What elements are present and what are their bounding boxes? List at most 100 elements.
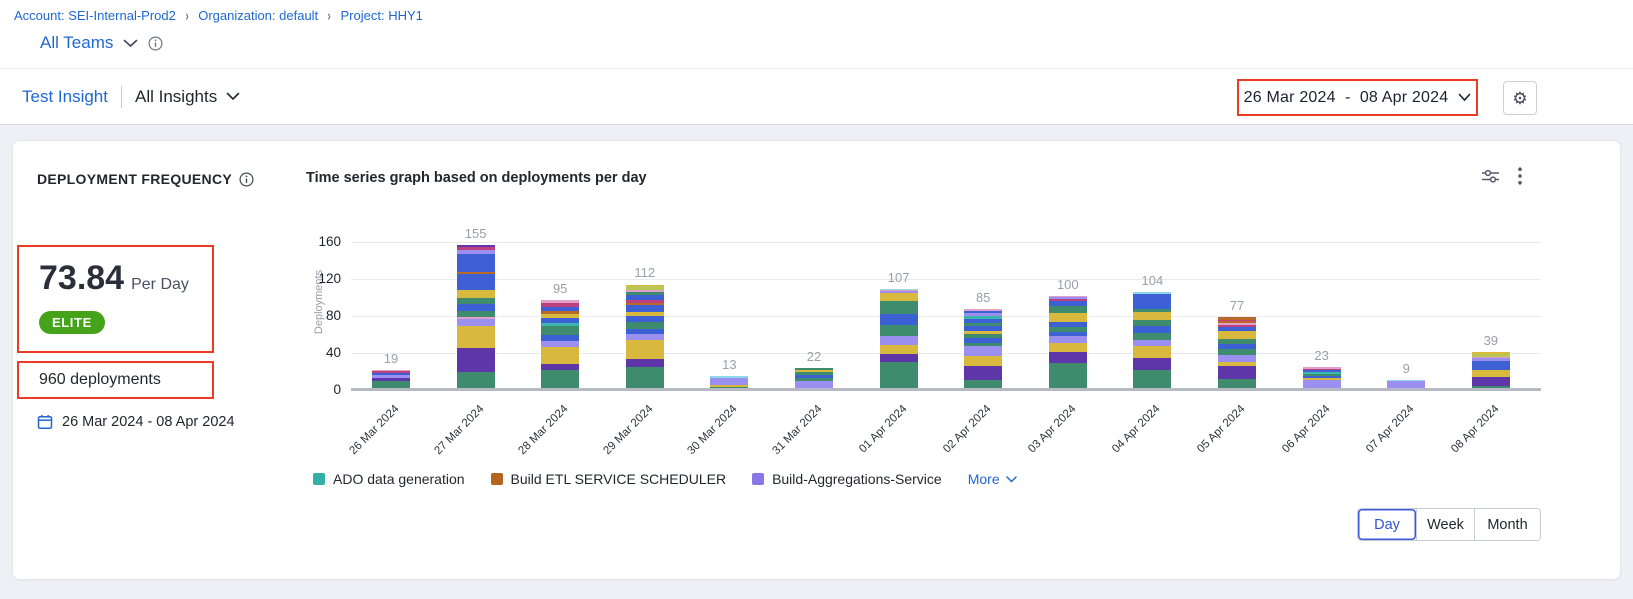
bar-08-apr-2024[interactable] xyxy=(1471,351,1510,388)
bar-segment xyxy=(795,369,833,373)
bar-segment xyxy=(964,350,1003,356)
bar-segment xyxy=(1302,377,1341,380)
bar-value-label: 9 xyxy=(1402,360,1410,376)
legend-item[interactable]: Build ETL SERVICE SCHEDULER xyxy=(490,471,727,487)
bar-segment xyxy=(541,335,580,341)
bar-segment xyxy=(964,355,1003,366)
bar-04-apr-2024[interactable] xyxy=(1133,291,1172,388)
bar-segment xyxy=(1218,323,1256,326)
bar-segment xyxy=(1471,361,1510,365)
granularity-week-button[interactable]: Week xyxy=(1416,509,1474,540)
bar-segment xyxy=(456,316,495,319)
bar-segment xyxy=(1133,339,1172,347)
bar-value-label: 23 xyxy=(1314,347,1329,363)
bar-value-label: 95 xyxy=(552,281,568,297)
bar-30-mar-2024[interactable] xyxy=(710,376,749,388)
breadcrumb-project-link[interactable]: Project: HHY1 xyxy=(340,8,423,23)
bar-28-mar-2024[interactable] xyxy=(541,300,580,388)
bar-05-apr-2024[interactable] xyxy=(1218,316,1256,388)
bar-segment xyxy=(541,369,580,388)
bar-segment xyxy=(541,306,580,312)
filter-sliders-icon[interactable] xyxy=(1481,168,1500,184)
chevron-down-icon[interactable] xyxy=(123,39,138,48)
y-tick-label: 120 xyxy=(318,271,341,286)
bar-value-label: 155 xyxy=(464,225,487,241)
bar-segment xyxy=(1218,378,1256,388)
bar-segment xyxy=(710,387,749,388)
bar-segment xyxy=(456,303,495,312)
info-icon[interactable] xyxy=(239,171,254,187)
x-tick-label: 07 Apr 2024 xyxy=(1364,403,1417,456)
breadcrumb-separator-icon: › xyxy=(185,7,189,24)
bar-value-label: 104 xyxy=(1141,272,1164,288)
bar-segment xyxy=(879,314,918,326)
bar-01-apr-2024[interactable] xyxy=(879,289,918,388)
insights-dropdown[interactable]: All Insights xyxy=(135,87,240,107)
x-tick-label: 30 Mar 2024 xyxy=(685,403,740,458)
bar-segment xyxy=(1302,372,1341,375)
bar-segment xyxy=(1471,364,1510,370)
bar-segment xyxy=(372,377,410,381)
bar-27-mar-2024[interactable] xyxy=(456,244,495,388)
bar-segment xyxy=(795,377,833,381)
bar-segment xyxy=(1387,380,1426,388)
bar-segment xyxy=(1133,312,1172,320)
bar-segment xyxy=(879,301,918,315)
bar-segment xyxy=(456,250,495,254)
legend-label: Build ETL SERVICE SCHEDULER xyxy=(510,471,727,487)
legend-swatch xyxy=(490,473,503,485)
kebab-menu-icon[interactable] xyxy=(1518,167,1522,185)
team-selector[interactable]: All Teams xyxy=(40,33,114,52)
legend-more-link[interactable]: More xyxy=(968,471,1017,487)
bar-segment xyxy=(541,326,580,336)
gridline xyxy=(351,242,1541,243)
bar-segment xyxy=(456,290,495,299)
bar-segment xyxy=(372,371,410,374)
widget-date-range-text: 26 Mar 2024 - 08 Apr 2024 xyxy=(62,414,235,430)
bar-03-apr-2024[interactable] xyxy=(1048,295,1087,388)
bar-31-mar-2024[interactable] xyxy=(795,367,833,388)
bar-segment xyxy=(1387,379,1426,381)
bar-26-mar-2024[interactable] xyxy=(372,370,410,388)
legend-item[interactable]: Build-Aggregations-Service xyxy=(752,471,942,487)
legend-item[interactable]: ADO data generation xyxy=(313,471,465,487)
info-icon[interactable] xyxy=(148,35,163,51)
bar-segment xyxy=(1218,343,1256,350)
granularity-day-button[interactable]: Day xyxy=(1358,509,1416,540)
breadcrumb-organization-link[interactable]: Organization: default xyxy=(198,8,319,23)
bar-segment xyxy=(541,311,580,315)
bar-segment xyxy=(541,317,580,324)
bar-segment xyxy=(625,284,664,287)
bar-segment xyxy=(879,353,918,363)
y-tick-label: 0 xyxy=(333,382,341,397)
bar-value-label: 100 xyxy=(1056,276,1079,292)
bar-segment xyxy=(1133,326,1172,333)
date-range-selector[interactable]: 26 Mar 2024 - 08 Apr 2024 xyxy=(1237,79,1478,116)
bar-02-apr-2024[interactable] xyxy=(964,309,1003,388)
bar-segment xyxy=(625,322,664,329)
bar-06-apr-2024[interactable] xyxy=(1302,366,1341,388)
bar-segment xyxy=(1048,299,1087,302)
settings-button[interactable]: ⚙ xyxy=(1503,81,1537,115)
bar-segment xyxy=(1302,376,1341,378)
bar-29-mar-2024[interactable] xyxy=(625,284,664,388)
bar-segment xyxy=(625,302,664,305)
metric-unit: Per Day xyxy=(131,276,189,293)
bar-segment xyxy=(879,344,918,354)
gridline xyxy=(351,353,1541,354)
bar-segment xyxy=(625,315,664,323)
bar-07-apr-2024[interactable] xyxy=(1387,379,1426,388)
bar-segment xyxy=(964,313,1003,316)
bar-segment xyxy=(710,376,749,378)
breadcrumb-account-link[interactable]: Account: SEI-Internal-Prod2 xyxy=(14,8,176,23)
bar-segment xyxy=(1218,316,1256,320)
x-tick-label: 05 Apr 2024 xyxy=(1195,403,1248,456)
bar-segment xyxy=(456,348,495,373)
bar-segment xyxy=(795,367,833,370)
bar-segment xyxy=(541,314,580,318)
granularity-month-button[interactable]: Month xyxy=(1474,509,1540,540)
x-tick-label: 06 Apr 2024 xyxy=(1279,403,1333,456)
bar-segment xyxy=(1218,354,1256,363)
insight-name-link[interactable]: Test Insight xyxy=(22,86,108,106)
bar-segment xyxy=(1218,319,1256,322)
